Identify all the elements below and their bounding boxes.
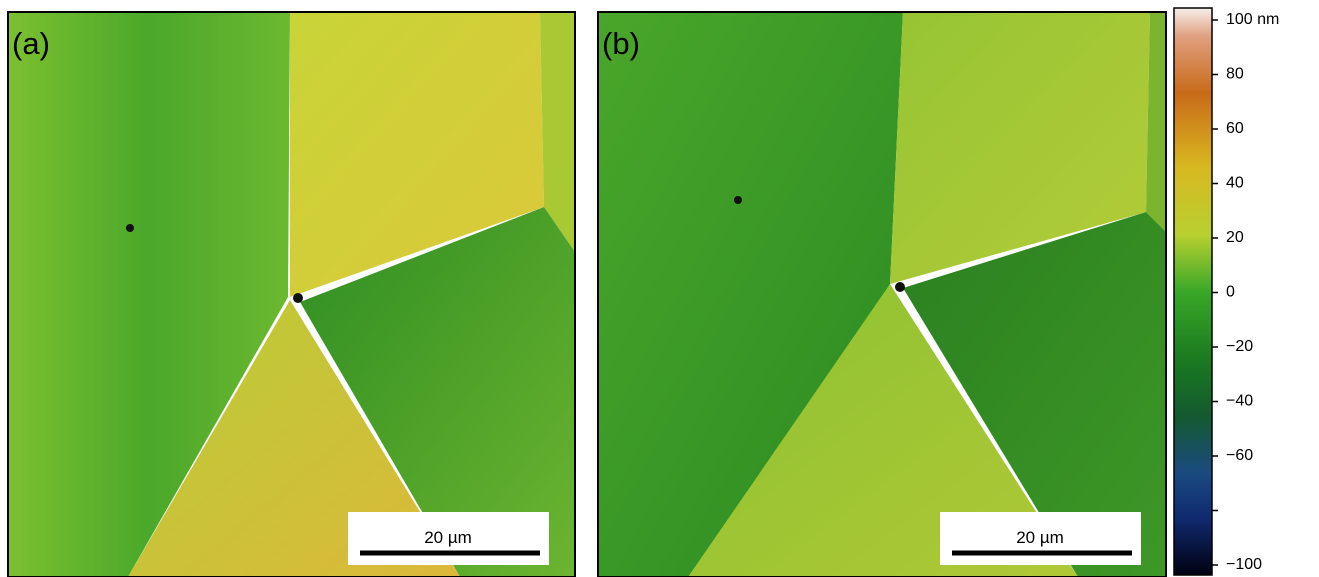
panel-label: (a) bbox=[12, 26, 50, 61]
scale-bar-label: 20 µm bbox=[1016, 528, 1064, 547]
colorbar-tick-label: −40 bbox=[1226, 393, 1253, 410]
defect bbox=[895, 282, 905, 292]
colorbar bbox=[1174, 8, 1212, 575]
defect bbox=[734, 196, 742, 204]
colorbar-tick-label: −60 bbox=[1226, 447, 1253, 464]
figure: (a) 20 µm (b) 20 µm 100 nm 80 60 40 20 0 −20 −4… bbox=[0, 0, 1319, 577]
colorbar-tick-label: −20 bbox=[1226, 338, 1253, 355]
colorbar-tick-label: 20 bbox=[1226, 229, 1244, 246]
colorbar-tick-label: 0 bbox=[1226, 284, 1235, 301]
defect bbox=[126, 224, 134, 232]
colorbar-tick-label: 40 bbox=[1226, 175, 1244, 192]
panel-b: (b) 20 µm bbox=[598, 12, 1166, 577]
scale-bar-label: 20 µm bbox=[424, 528, 472, 547]
panel-label: (b) bbox=[602, 26, 640, 61]
colorbar-tick-label: 80 bbox=[1226, 66, 1244, 83]
colorbar-tick-label: 60 bbox=[1226, 120, 1244, 137]
defect bbox=[293, 293, 303, 303]
panel-a: (a) 20 µm bbox=[8, 12, 575, 577]
page: (a) 20 µm (b) 20 µm 100 nm 80 60 40 20 0 −20 −4… bbox=[0, 0, 1319, 577]
colorbar-tick-label: 100 nm bbox=[1226, 11, 1279, 28]
colorbar-tick-label: −100 bbox=[1226, 556, 1262, 573]
